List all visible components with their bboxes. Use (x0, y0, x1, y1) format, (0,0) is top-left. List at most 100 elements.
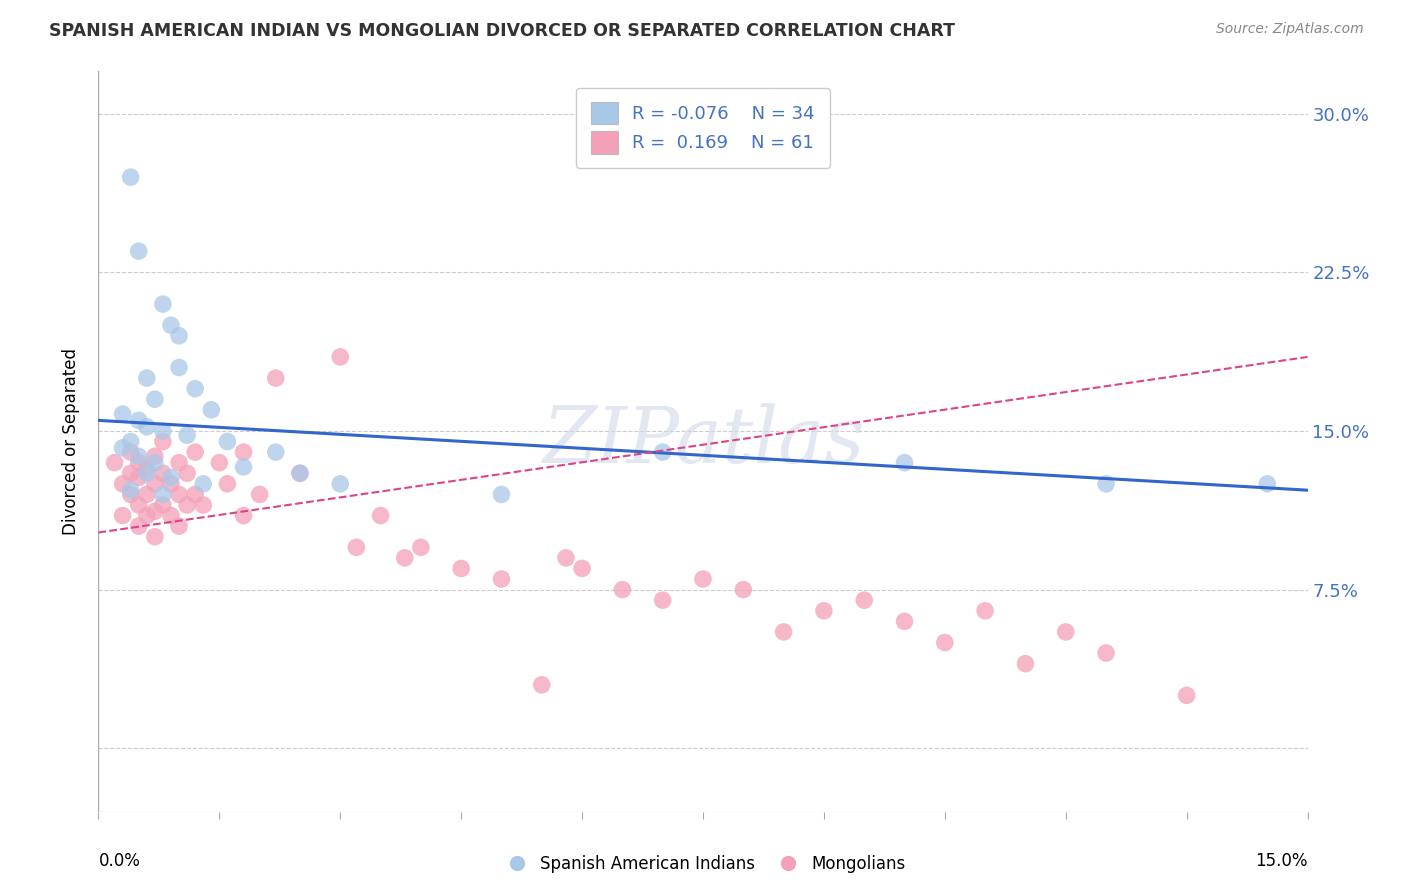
Point (491, 572, 513, 586)
Point (128, 244, 150, 259)
Point (974, 604, 997, 618)
Point (217, 476, 239, 491)
Point (128, 470, 150, 484)
Point (571, 561, 593, 575)
Point (409, 541, 432, 555)
Point (152, 487, 174, 501)
Point (612, 582, 634, 597)
Point (893, 456, 915, 470)
Point (733, 582, 755, 597)
Point (651, 593, 673, 607)
Point (160, 470, 183, 484)
Point (135, 467, 157, 481)
Point (135, 419, 157, 434)
Point (128, 413, 150, 427)
Point (152, 424, 174, 438)
Point (143, 504, 166, 518)
Point (394, 550, 416, 565)
Point (370, 508, 392, 523)
Point (152, 467, 174, 481)
Point (288, 467, 311, 481)
Point (344, 541, 367, 555)
Point (152, 297, 174, 311)
Point (143, 456, 166, 470)
Point (1256, 476, 1278, 491)
Point (120, 445, 142, 459)
Legend: Spanish American Indians, Mongolians: Spanish American Indians, Mongolians (494, 848, 912, 880)
Point (1095, 476, 1118, 491)
Point (450, 561, 472, 575)
Point (120, 483, 142, 498)
Point (329, 476, 352, 491)
Point (167, 360, 190, 375)
Point (128, 498, 150, 512)
Point (934, 635, 956, 649)
Point (111, 476, 134, 491)
Point (200, 402, 222, 417)
Point (193, 498, 215, 512)
Point (176, 467, 198, 481)
Point (111, 407, 134, 421)
Text: Source: ZipAtlas.com: Source: ZipAtlas.com (1216, 22, 1364, 37)
Text: SPANISH AMERICAN INDIAN VS MONGOLIAN DIVORCED OR SEPARATED CORRELATION CHART: SPANISH AMERICAN INDIAN VS MONGOLIAN DIV… (49, 22, 955, 40)
Point (184, 445, 207, 459)
Point (232, 508, 254, 523)
Point (217, 434, 239, 449)
Point (176, 428, 198, 442)
Text: 15.0%: 15.0% (1256, 853, 1308, 871)
Point (135, 487, 157, 501)
Point (813, 604, 835, 618)
Point (120, 434, 142, 449)
Point (184, 382, 207, 396)
Point (249, 487, 271, 501)
Point (1014, 657, 1036, 671)
Point (853, 593, 876, 607)
Y-axis label: Divorced or Separated: Divorced or Separated (62, 348, 80, 535)
Point (184, 487, 207, 501)
Point (1175, 689, 1198, 703)
Text: 0.0%: 0.0% (98, 853, 141, 871)
Point (329, 350, 352, 364)
Point (160, 508, 183, 523)
Point (167, 519, 190, 533)
Point (167, 456, 190, 470)
Point (555, 550, 578, 565)
Point (111, 508, 134, 523)
Point (128, 519, 150, 533)
Point (167, 328, 190, 343)
Point (692, 572, 714, 586)
Point (1095, 646, 1118, 660)
Point (160, 318, 183, 333)
Point (152, 434, 174, 449)
Point (103, 456, 125, 470)
Point (111, 441, 134, 455)
Point (208, 456, 231, 470)
Point (143, 450, 166, 464)
Text: ZIPatlas: ZIPatlas (541, 403, 865, 480)
Point (120, 487, 142, 501)
Legend: R = -0.076    N = 34, R =  0.169    N = 61: R = -0.076 N = 34, R = 0.169 N = 61 (576, 87, 830, 168)
Point (143, 476, 166, 491)
Point (232, 459, 254, 474)
Point (120, 170, 142, 185)
Point (128, 456, 150, 470)
Point (491, 487, 513, 501)
Point (288, 467, 311, 481)
Point (135, 371, 157, 385)
Point (176, 498, 198, 512)
Point (120, 467, 142, 481)
Point (893, 615, 915, 629)
Point (651, 445, 673, 459)
Point (143, 392, 166, 407)
Point (193, 476, 215, 491)
Point (135, 462, 157, 476)
Point (152, 498, 174, 512)
Point (264, 371, 287, 385)
Point (128, 450, 150, 464)
Point (1054, 624, 1077, 639)
Point (264, 445, 287, 459)
Point (772, 624, 794, 639)
Point (167, 487, 190, 501)
Point (530, 678, 553, 692)
Point (160, 476, 183, 491)
